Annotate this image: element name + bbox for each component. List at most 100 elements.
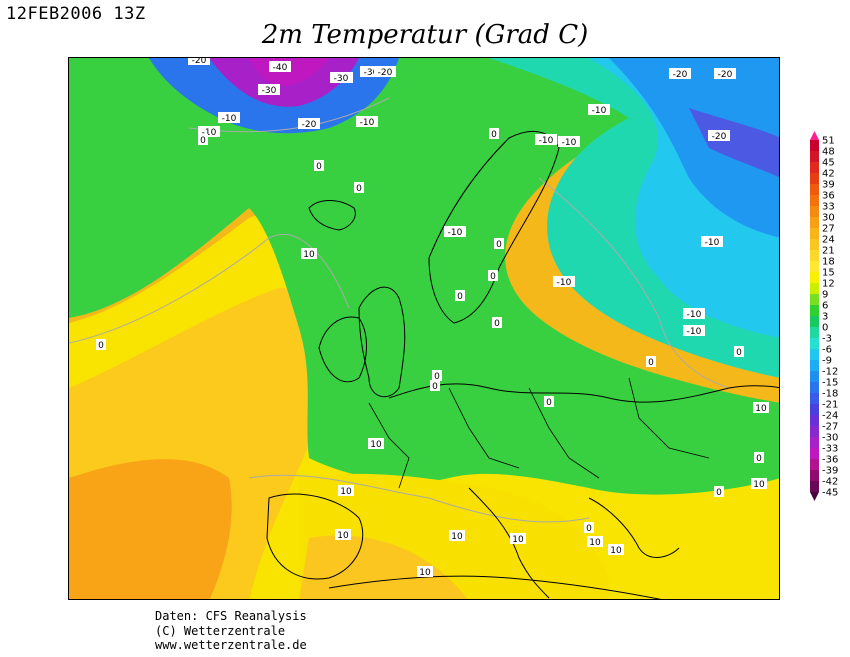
isotherm-label: 10: [449, 530, 465, 542]
svg-text:-10: -10: [222, 114, 237, 124]
isotherm-label: -40: [269, 61, 291, 73]
legend-swatch: [810, 448, 819, 459]
isotherm-label: 0: [544, 396, 554, 408]
legend-swatch: [810, 426, 819, 437]
legend-swatch: [810, 140, 819, 151]
isotherm-label: 0: [646, 356, 656, 368]
svg-text:10: 10: [370, 440, 382, 450]
isotherm-label: 10: [338, 485, 354, 497]
legend-level-label: -30: [822, 433, 838, 444]
coastline-europe: [388, 383, 779, 403]
svg-text:-10: -10: [557, 278, 572, 288]
svg-text:0: 0: [494, 319, 500, 329]
legend-level-label: -15: [822, 378, 838, 389]
isotherm-label: 0: [584, 522, 594, 534]
legend-swatch: [810, 481, 819, 492]
svg-text:-20: -20: [718, 70, 733, 80]
chart-title: 2m Temperatur (Grad C): [261, 20, 589, 50]
legend-swatch: [810, 294, 819, 305]
svg-text:-20: -20: [712, 132, 727, 142]
coastline-north-africa: [328, 575, 662, 599]
svg-text:0: 0: [716, 488, 722, 498]
isotherm-label: -20: [374, 66, 396, 78]
field-green: [69, 58, 779, 495]
svg-text:-30: -30: [334, 74, 349, 84]
legend-swatch: [810, 415, 819, 426]
legend-swatch: [810, 338, 819, 349]
svg-text:-20: -20: [673, 70, 688, 80]
legend-level-label: 36: [822, 191, 835, 202]
legend-swatch: [810, 184, 819, 195]
svg-text:10: 10: [303, 250, 315, 260]
legend-swatch: [810, 371, 819, 382]
legend-level-label: -18: [822, 389, 838, 400]
legend-level-label: -42: [822, 477, 838, 488]
svg-text:0: 0: [316, 162, 322, 172]
coastline-scandinavia: [428, 130, 560, 324]
isotherm-line: [69, 234, 350, 344]
legend-level-label: -9: [822, 356, 832, 367]
isotherm-label: 0: [432, 370, 442, 382]
legend-level-label: 33: [822, 202, 835, 213]
isotherm-label: -30: [330, 72, 352, 84]
isotherm-label: 0: [489, 128, 499, 140]
svg-text:0: 0: [496, 240, 502, 250]
credits-data-source: Daten: CFS Reanalysis: [155, 609, 307, 623]
svg-text:10: 10: [451, 532, 463, 542]
credits-website: www.wetterzentrale.de: [155, 638, 307, 652]
legend-level-label: 6: [822, 301, 828, 312]
isotherm-label: 10: [368, 438, 384, 450]
svg-text:0: 0: [356, 184, 362, 194]
isotherm-label: -10: [535, 134, 557, 146]
legend-level-label: -21: [822, 400, 838, 411]
svg-text:-10: -10: [539, 136, 554, 146]
svg-text:-30: -30: [364, 68, 379, 78]
isotherm-label: 0: [492, 317, 502, 329]
legend-level-label: -24: [822, 411, 838, 422]
border-line: [368, 402, 410, 489]
legend-level-label: 0: [822, 323, 828, 334]
isotherm-label: -10: [701, 236, 723, 248]
isotherm-label: 0: [96, 339, 106, 351]
legend-swatch: [810, 316, 819, 327]
isotherm-label: 10: [753, 402, 769, 414]
coastline-italy: [468, 487, 550, 599]
legend-top-arrow: [810, 131, 819, 140]
svg-text:0: 0: [490, 272, 496, 282]
legend-level-label: 9: [822, 290, 828, 301]
legend-level-label: 24: [822, 235, 835, 246]
legend-level-label: 51: [822, 136, 835, 147]
isotherm-label: -10: [558, 136, 580, 148]
credits-copyright: (C) Wetterzentrale: [155, 623, 286, 638]
legend-level-label: 18: [822, 257, 835, 268]
isotherm-label: -20: [298, 118, 320, 130]
legend-level-label: 12: [822, 279, 835, 290]
legend-level-label: 3: [822, 312, 828, 323]
isotherm-label: 0: [734, 346, 744, 358]
svg-text:-30: -30: [262, 86, 277, 96]
isotherm-label: -10: [683, 308, 705, 320]
isotherm-label: -10: [683, 325, 705, 337]
isotherm-label: -30: [360, 66, 382, 78]
legend-level-label: -6: [822, 345, 832, 356]
isotherm-label: -10: [218, 112, 240, 124]
legend-swatch: [810, 349, 819, 360]
isotherm-label: 10: [751, 478, 767, 490]
svg-text:10: 10: [340, 487, 352, 497]
legend-swatch: [810, 393, 819, 404]
isotherm-label: -20: [714, 68, 736, 80]
field-deep-orange: [69, 459, 232, 599]
svg-text:10: 10: [755, 404, 767, 414]
legend-level-label: -36: [822, 455, 838, 466]
border-line: [628, 377, 710, 459]
legend-level-label: -39: [822, 466, 838, 477]
svg-text:-10: -10: [687, 310, 702, 320]
color-scale-legend: 51 48 45 42 39 36 33 30 27 24 21 18 15 12 9 6 3 0 -3 -6 -9 -1…: [808, 130, 850, 526]
legend-swatch: [810, 151, 819, 162]
svg-text:0: 0: [546, 398, 552, 408]
isotherm-label: 0: [754, 452, 764, 464]
isotherm-label: 0: [354, 182, 364, 194]
svg-text:10: 10: [753, 480, 765, 490]
field-blue: [609, 58, 779, 238]
svg-text:0: 0: [648, 358, 654, 368]
